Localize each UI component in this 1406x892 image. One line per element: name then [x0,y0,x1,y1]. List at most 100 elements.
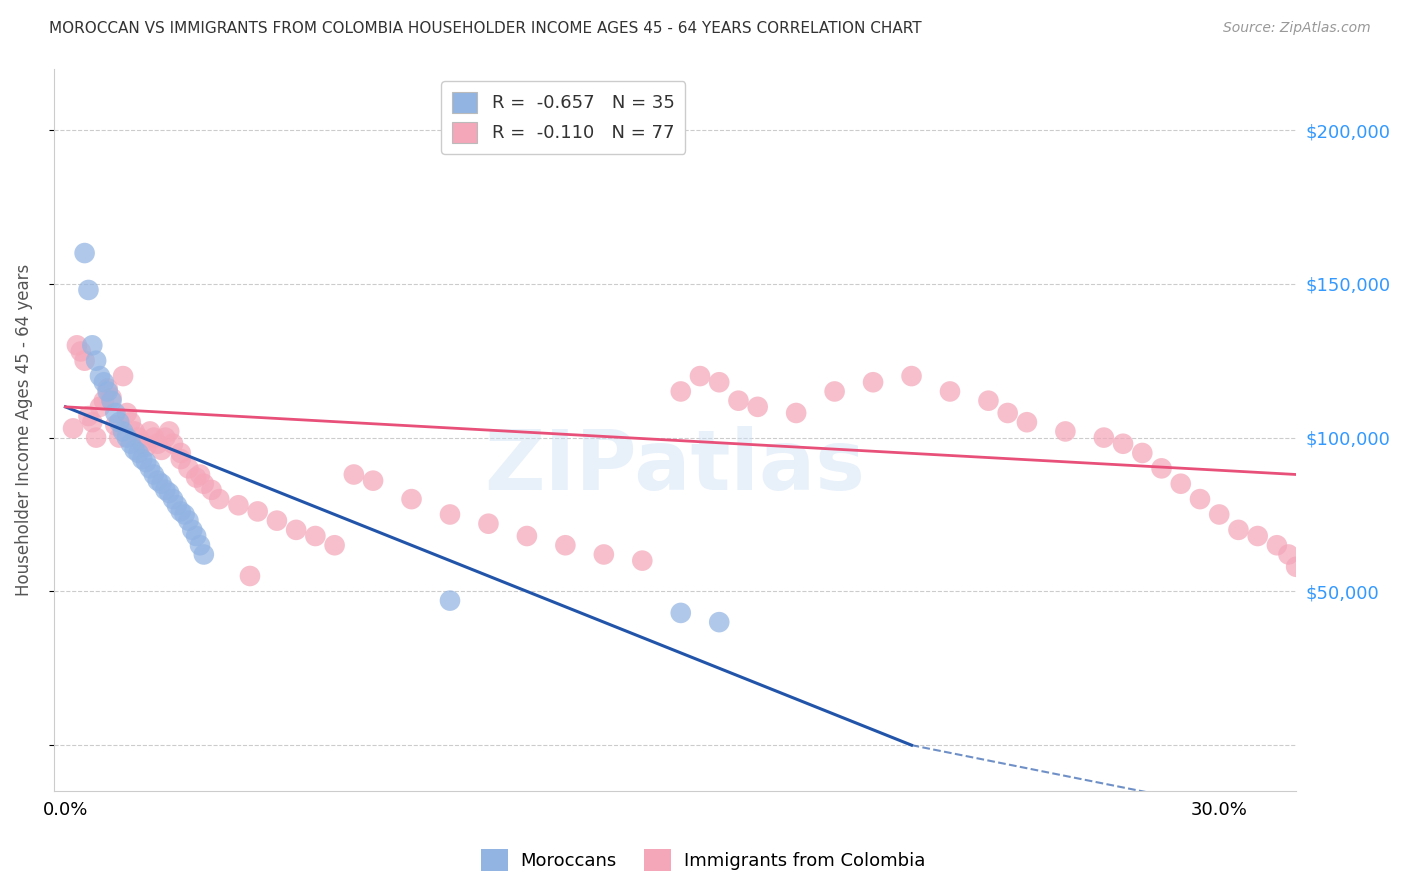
Point [104,406,127,420]
Point [112,369,135,384]
Point [1247,529,1270,543]
Point [150,476,173,491]
Legend: Moroccans, Immigrants from Colombia: Moroccans, Immigrants from Colombia [474,842,932,879]
Point [127,431,149,445]
Point [124,425,146,439]
Point [193,476,215,491]
Point [82,415,104,429]
Point [135,440,157,454]
Point [1130,446,1153,460]
Point [1015,415,1038,429]
Point [181,523,204,537]
Point [1092,431,1115,445]
Point [97,384,120,399]
Point [747,400,769,414]
Point [1227,523,1250,537]
Point [1285,559,1308,574]
Point [139,425,162,439]
Point [177,514,200,528]
Point [112,425,135,439]
Point [131,452,153,467]
Point [146,474,169,488]
Point [186,529,208,543]
Point [228,498,250,512]
Point [323,538,346,552]
Point [89,369,111,384]
Point [135,455,157,469]
Point [188,467,211,482]
Point [824,384,846,399]
Point [554,538,576,552]
Point [108,431,131,445]
Point [166,498,188,512]
Point [592,548,614,562]
Point [82,338,104,352]
Point [266,514,288,528]
Point [142,467,165,482]
Point [939,384,962,399]
Point [1150,461,1173,475]
Point [186,470,208,484]
Point [900,369,922,384]
Point [727,393,749,408]
Point [516,529,538,543]
Point [1170,476,1192,491]
Point [97,381,120,395]
Point [631,554,654,568]
Point [155,431,177,445]
Point [93,393,115,408]
Point [69,344,91,359]
Point [709,376,731,390]
Point [73,246,96,260]
Point [977,393,1000,408]
Point [142,431,165,445]
Point [124,442,146,457]
Point [1112,436,1135,450]
Point [285,523,308,537]
Point [862,376,884,390]
Point [477,516,499,531]
Point [155,483,177,497]
Point [127,446,149,460]
Point [439,508,461,522]
Point [170,452,193,467]
Point [84,353,107,368]
Point [100,393,122,408]
Point [177,461,200,475]
Legend: R =  -0.657   N = 35, R =  -0.110   N = 77: R = -0.657 N = 35, R = -0.110 N = 77 [441,81,685,153]
Point [170,446,193,460]
Point [157,425,180,439]
Point [1054,425,1077,439]
Point [188,538,211,552]
Point [239,569,262,583]
Point [170,504,193,518]
Point [115,431,138,445]
Text: Source: ZipAtlas.com: Source: ZipAtlas.com [1223,21,1371,35]
Point [1208,508,1230,522]
Text: ZIPatlas: ZIPatlas [485,425,866,507]
Point [120,415,142,429]
Point [157,486,180,500]
Y-axis label: Householder Income Ages 45 - 64 years: Householder Income Ages 45 - 64 years [15,264,32,596]
Point [997,406,1019,420]
Point [208,492,231,507]
Point [139,461,162,475]
Point [150,442,173,457]
Point [173,508,195,522]
Point [77,283,100,297]
Point [146,436,169,450]
Point [1265,538,1288,552]
Point [200,483,222,497]
Point [108,415,131,429]
Point [669,384,692,399]
Point [162,436,184,450]
Point [343,467,366,482]
Point [193,548,215,562]
Point [785,406,807,420]
Point [89,400,111,414]
Point [73,353,96,368]
Point [77,409,100,423]
Point [120,436,142,450]
Point [669,606,692,620]
Point [439,593,461,607]
